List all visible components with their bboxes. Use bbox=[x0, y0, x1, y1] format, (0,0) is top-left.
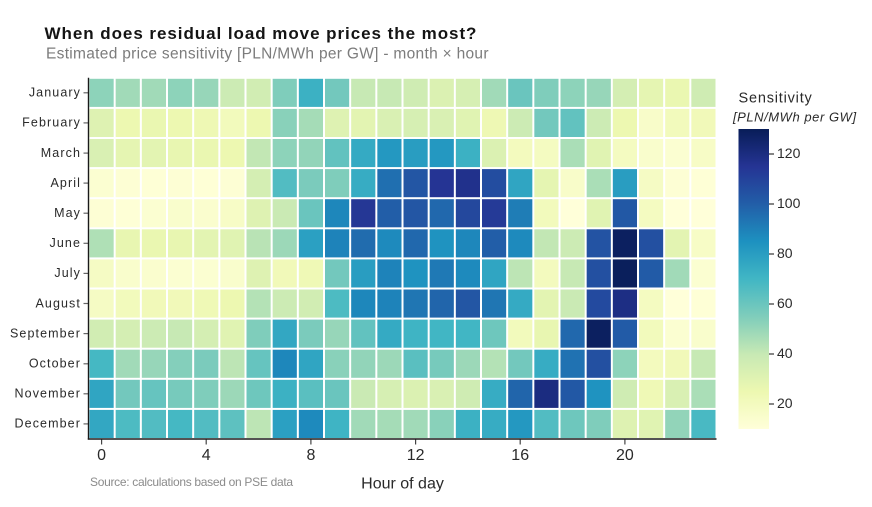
svg-text:March: March bbox=[41, 146, 81, 160]
svg-text:20: 20 bbox=[777, 395, 793, 411]
svg-text:40: 40 bbox=[777, 345, 793, 361]
svg-text:Sensitivity: Sensitivity bbox=[739, 90, 813, 106]
svg-text:16: 16 bbox=[511, 447, 529, 464]
svg-text:100: 100 bbox=[777, 195, 801, 211]
svg-text:0: 0 bbox=[97, 447, 106, 464]
svg-text:December: December bbox=[15, 417, 81, 431]
svg-text:Source: calculations based on: Source: calculations based on PSE data bbox=[90, 475, 293, 489]
svg-text:May: May bbox=[54, 206, 81, 220]
svg-text:120: 120 bbox=[777, 145, 801, 161]
svg-text:August: August bbox=[35, 296, 81, 310]
svg-text:October: October bbox=[29, 356, 81, 370]
svg-text:12: 12 bbox=[407, 447, 425, 464]
svg-text:[PLN/MWh per GW]: [PLN/MWh per GW] bbox=[732, 110, 857, 125]
svg-text:20: 20 bbox=[616, 447, 634, 464]
svg-text:June: June bbox=[49, 236, 81, 250]
svg-text:July: July bbox=[54, 266, 81, 280]
svg-text:November: November bbox=[15, 387, 81, 401]
svg-text:4: 4 bbox=[202, 447, 211, 464]
svg-text:When does residual load move p: When does residual load move prices the … bbox=[45, 24, 478, 43]
svg-text:Hour of day: Hour of day bbox=[361, 476, 444, 493]
svg-text:September: September bbox=[10, 326, 81, 340]
svg-text:60: 60 bbox=[777, 295, 793, 311]
svg-text:80: 80 bbox=[777, 245, 793, 261]
svg-text:April: April bbox=[50, 176, 81, 190]
svg-text:January: January bbox=[29, 86, 81, 100]
svg-text:February: February bbox=[22, 116, 81, 130]
svg-text:8: 8 bbox=[306, 447, 315, 464]
svg-text:Estimated price sensitivity [P: Estimated price sensitivity [PLN/MWh per… bbox=[46, 46, 489, 63]
